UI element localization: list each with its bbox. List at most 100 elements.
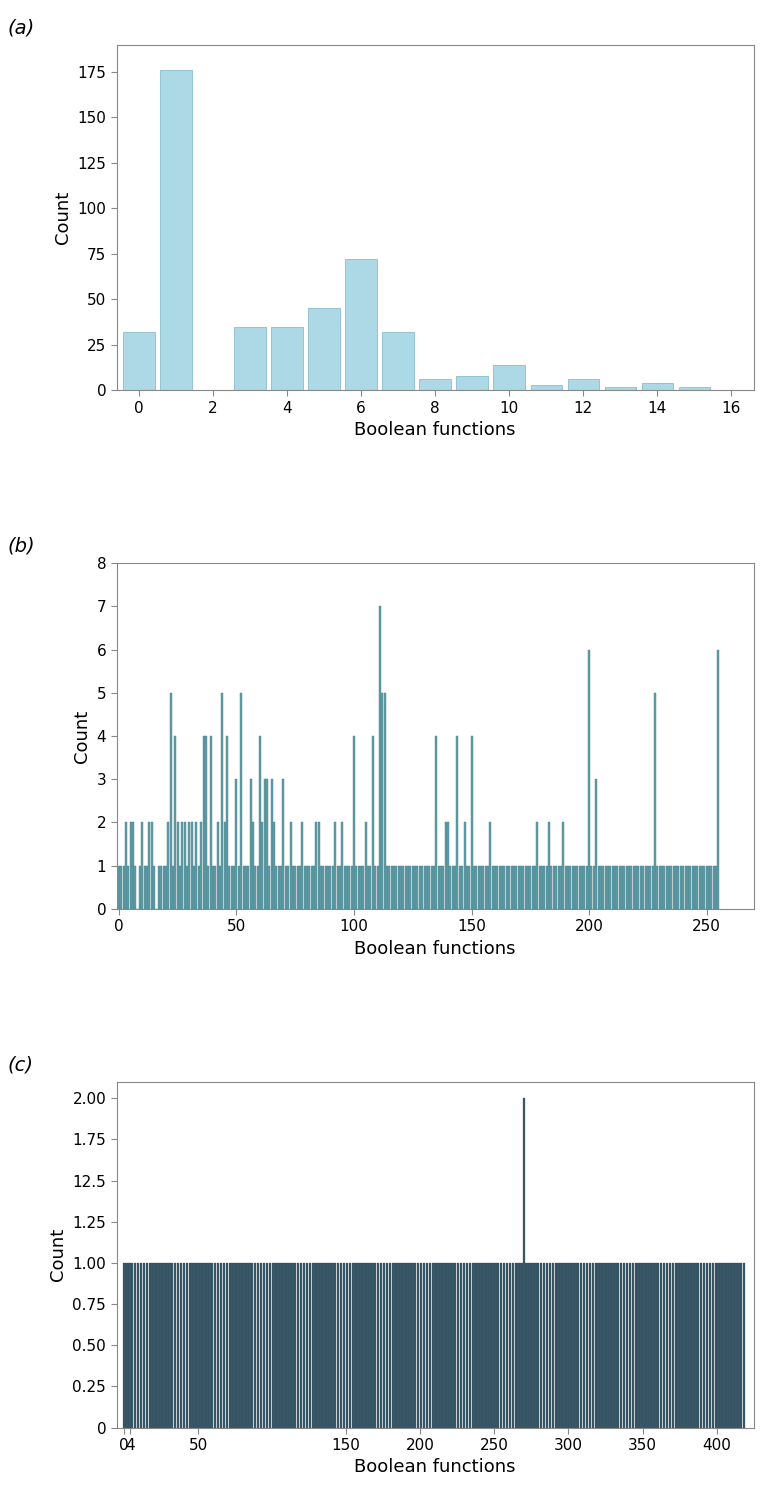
Bar <box>741 1262 743 1428</box>
Bar <box>493 1262 495 1428</box>
Bar <box>614 1262 615 1428</box>
Bar <box>243 1262 245 1428</box>
Bar <box>160 1262 162 1428</box>
Bar <box>280 1262 281 1428</box>
Bar <box>384 693 385 909</box>
Bar <box>673 865 674 909</box>
Bar <box>372 736 374 909</box>
Bar <box>581 1262 583 1428</box>
Bar <box>464 1262 465 1428</box>
Bar <box>138 1262 139 1428</box>
Bar <box>508 865 510 909</box>
Bar <box>687 865 689 909</box>
Bar <box>509 1262 510 1428</box>
Bar <box>504 1262 505 1428</box>
Bar <box>651 1262 652 1428</box>
Bar <box>535 1262 536 1428</box>
Bar <box>166 1262 168 1428</box>
Bar <box>187 1262 188 1428</box>
Bar <box>362 865 364 909</box>
Bar <box>287 1262 289 1428</box>
Bar <box>256 865 259 909</box>
Bar <box>399 1262 400 1428</box>
Bar <box>499 865 500 909</box>
Bar <box>517 1262 519 1428</box>
Bar <box>392 1262 393 1428</box>
Bar <box>301 822 303 909</box>
Bar <box>446 1262 448 1428</box>
Bar <box>602 865 605 909</box>
Bar <box>318 822 320 909</box>
Bar <box>160 70 192 391</box>
Bar <box>299 865 301 909</box>
Bar <box>694 1262 695 1428</box>
Bar <box>285 1262 286 1428</box>
Bar <box>238 865 240 909</box>
Bar <box>606 1262 608 1428</box>
Bar <box>636 1262 637 1428</box>
Bar <box>710 865 713 909</box>
Bar <box>545 865 548 909</box>
Bar <box>485 865 486 909</box>
Bar <box>416 1262 418 1428</box>
Bar <box>304 865 305 909</box>
Bar <box>332 865 334 909</box>
Bar <box>477 1262 479 1428</box>
Bar <box>212 1262 214 1428</box>
Bar <box>191 822 193 909</box>
Bar <box>357 865 360 909</box>
Bar <box>181 822 183 909</box>
Bar <box>495 1262 497 1428</box>
Bar <box>372 1262 374 1428</box>
Bar <box>738 1262 740 1428</box>
Bar <box>405 865 406 909</box>
Bar <box>308 308 340 391</box>
Bar <box>341 1262 343 1428</box>
Bar <box>263 779 266 909</box>
Bar <box>295 1262 297 1428</box>
Bar <box>501 1262 503 1428</box>
Bar <box>382 693 383 909</box>
Bar <box>469 865 470 909</box>
Bar <box>374 1262 375 1428</box>
Bar <box>413 1262 415 1428</box>
Bar <box>407 865 409 909</box>
Bar <box>221 693 223 909</box>
Bar <box>375 865 376 909</box>
Bar <box>203 736 204 909</box>
Bar <box>214 865 216 909</box>
Bar <box>703 865 706 909</box>
Bar <box>226 736 228 909</box>
Bar <box>733 1262 735 1428</box>
Bar <box>556 865 557 909</box>
Bar <box>437 865 440 909</box>
Bar <box>550 865 552 909</box>
Bar <box>538 865 541 909</box>
Bar <box>678 1262 679 1428</box>
Bar <box>694 865 696 909</box>
Bar <box>360 865 362 909</box>
Bar <box>586 1262 587 1428</box>
Bar <box>169 1262 170 1428</box>
Bar <box>697 1262 698 1428</box>
Bar <box>351 1262 353 1428</box>
Bar <box>627 1262 629 1428</box>
Bar <box>240 1262 242 1428</box>
Text: (b): (b) <box>8 537 36 556</box>
Bar <box>743 1262 744 1428</box>
Bar <box>175 1262 176 1428</box>
Bar <box>207 1262 209 1428</box>
Bar <box>318 1262 319 1428</box>
Bar <box>467 1262 469 1428</box>
Bar <box>251 1262 252 1428</box>
Bar <box>480 865 482 909</box>
Bar <box>282 1262 283 1428</box>
Bar <box>184 1262 186 1428</box>
Bar <box>370 865 371 909</box>
Bar <box>700 1262 701 1428</box>
Bar <box>695 1262 696 1428</box>
Bar <box>633 1262 634 1428</box>
Bar <box>682 1262 683 1428</box>
Bar <box>599 1262 600 1428</box>
Bar <box>159 1262 160 1428</box>
